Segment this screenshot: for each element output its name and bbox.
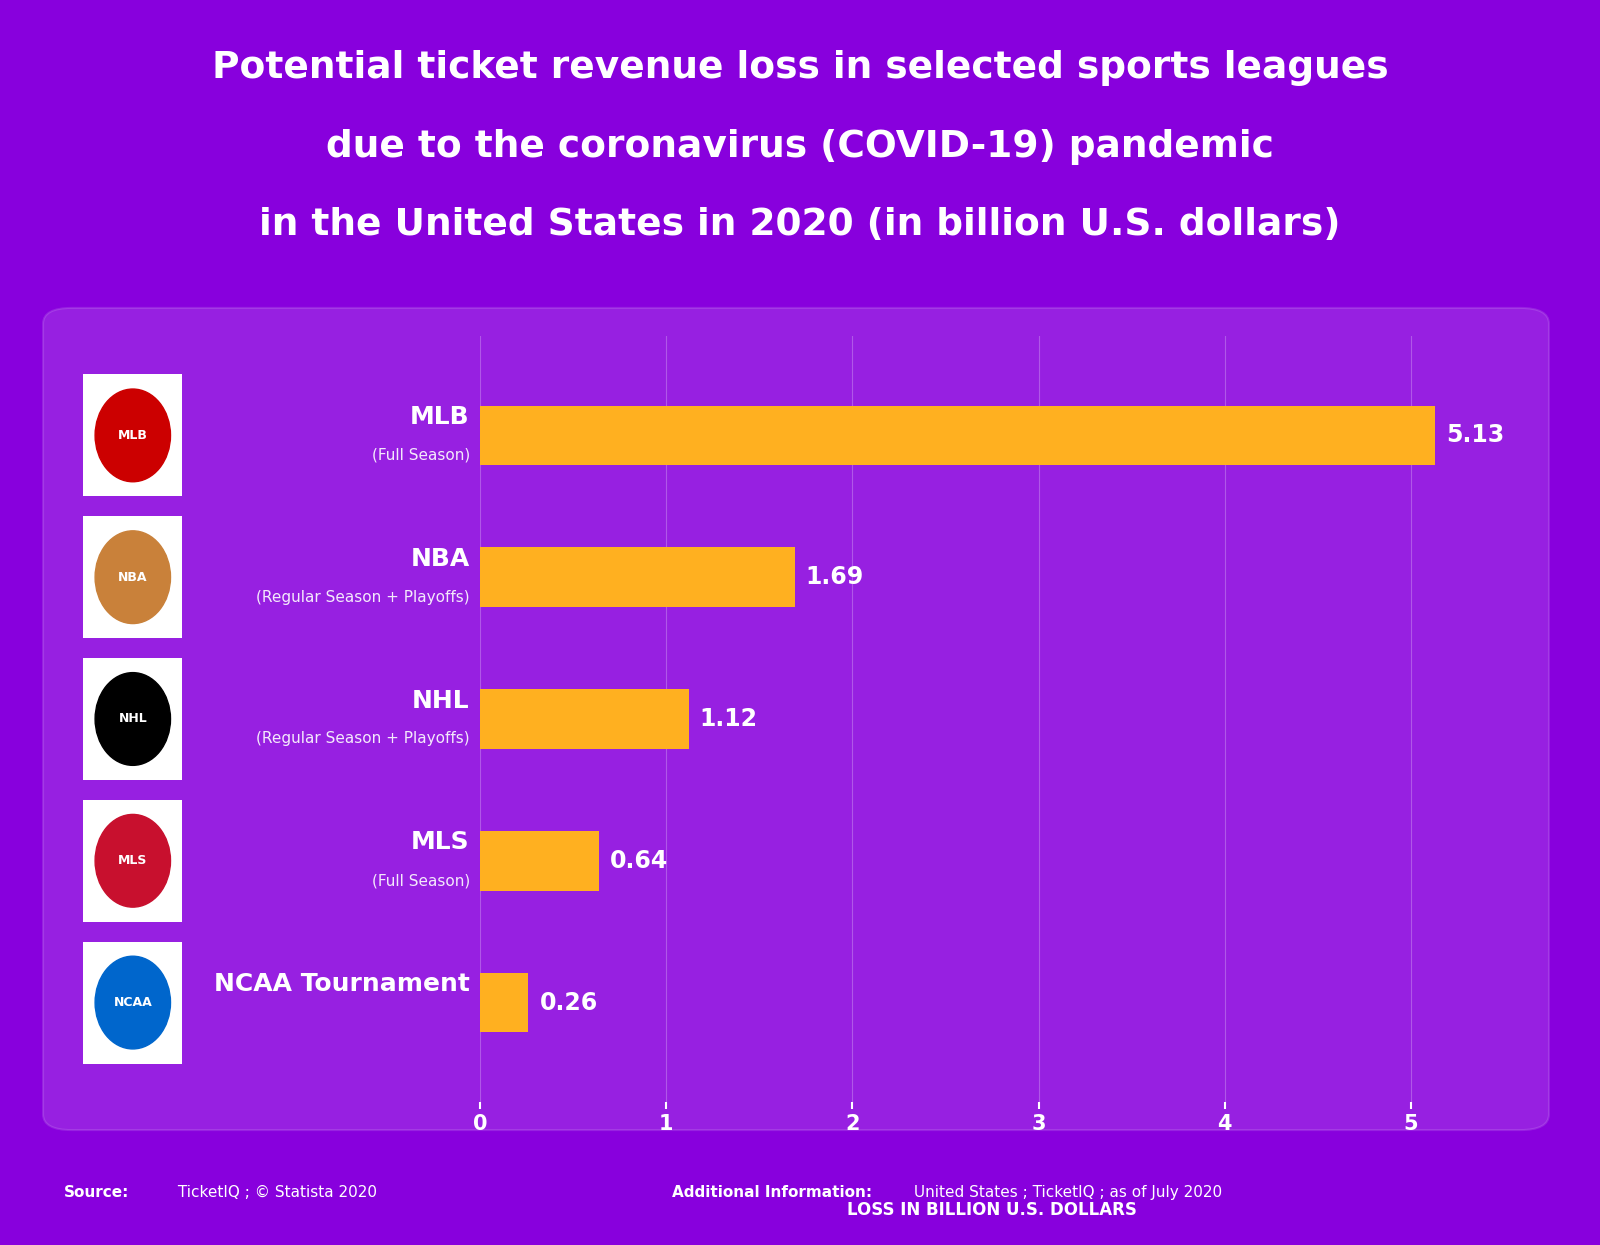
- Bar: [480, 830, 598, 890]
- Text: in the United States in 2020 (in billion U.S. dollars): in the United States in 2020 (in billion…: [259, 208, 1341, 243]
- Bar: [480, 548, 795, 608]
- Text: (Regular Season + Playoffs): (Regular Season + Playoffs): [256, 590, 470, 605]
- Text: MLB: MLB: [118, 430, 147, 442]
- Circle shape: [94, 388, 171, 482]
- Text: MLB: MLB: [410, 405, 470, 430]
- Bar: [480, 690, 688, 748]
- Circle shape: [94, 530, 171, 624]
- Text: 0.64: 0.64: [610, 849, 669, 873]
- Text: (Full Season): (Full Season): [371, 448, 470, 463]
- Text: NHL: NHL: [413, 688, 470, 712]
- Text: LOSS IN BILLION U.S. DOLLARS: LOSS IN BILLION U.S. DOLLARS: [846, 1201, 1138, 1219]
- Circle shape: [94, 956, 171, 1050]
- Text: NBA: NBA: [411, 547, 470, 570]
- Text: 0.26: 0.26: [539, 991, 598, 1015]
- Text: MLS: MLS: [118, 854, 147, 868]
- Text: due to the coronavirus (COVID-19) pandemic: due to the coronavirus (COVID-19) pandem…: [326, 129, 1274, 164]
- Text: 1.12: 1.12: [699, 707, 758, 731]
- Circle shape: [94, 814, 171, 908]
- Text: NCAA: NCAA: [114, 996, 152, 1008]
- FancyBboxPatch shape: [43, 308, 1549, 1130]
- Text: MLS: MLS: [411, 830, 470, 854]
- Text: TicketIQ ; © Statista 2020: TicketIQ ; © Statista 2020: [173, 1185, 378, 1200]
- Text: NCAA Tournament: NCAA Tournament: [214, 972, 470, 996]
- Text: United States ; TicketIQ ; as of July 2020: United States ; TicketIQ ; as of July 20…: [909, 1185, 1222, 1200]
- Text: 5.13: 5.13: [1446, 423, 1504, 447]
- Text: NHL: NHL: [118, 712, 147, 726]
- Circle shape: [94, 672, 171, 766]
- Bar: [480, 406, 1435, 466]
- Bar: [480, 972, 528, 1032]
- Text: NBA: NBA: [118, 570, 147, 584]
- Text: Potential ticket revenue loss in selected sports leagues: Potential ticket revenue loss in selecte…: [211, 51, 1389, 86]
- Text: (Regular Season + Playoffs): (Regular Season + Playoffs): [256, 731, 470, 746]
- Text: Additional Information:: Additional Information:: [672, 1185, 872, 1200]
- Text: (Full Season): (Full Season): [371, 873, 470, 888]
- Text: Source:: Source:: [64, 1185, 130, 1200]
- Text: 1.69: 1.69: [806, 565, 864, 589]
